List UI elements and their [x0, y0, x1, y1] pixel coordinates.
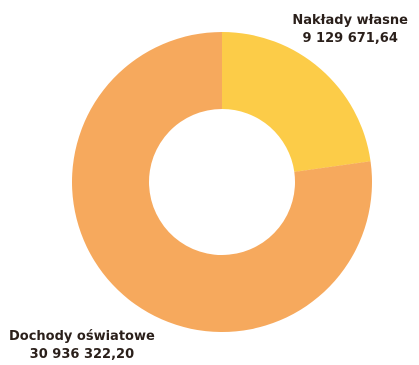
- slice-label-name: Nakłady własne: [292, 13, 408, 28]
- donut-slice-0: [222, 32, 371, 172]
- slice-label-dochody-oswiatowe: Dochody oświatowe 30 936 322,20: [9, 328, 155, 364]
- slice-label-naklady-wlasne: Nakłady własne 9 129 671,64: [292, 12, 408, 48]
- slice-label-name: Dochody oświatowe: [9, 329, 155, 344]
- donut-slice-1: [72, 32, 372, 332]
- slice-label-value: 9 129 671,64: [302, 31, 398, 46]
- slice-label-value: 30 936 322,20: [29, 347, 135, 362]
- slices-group: [72, 32, 372, 332]
